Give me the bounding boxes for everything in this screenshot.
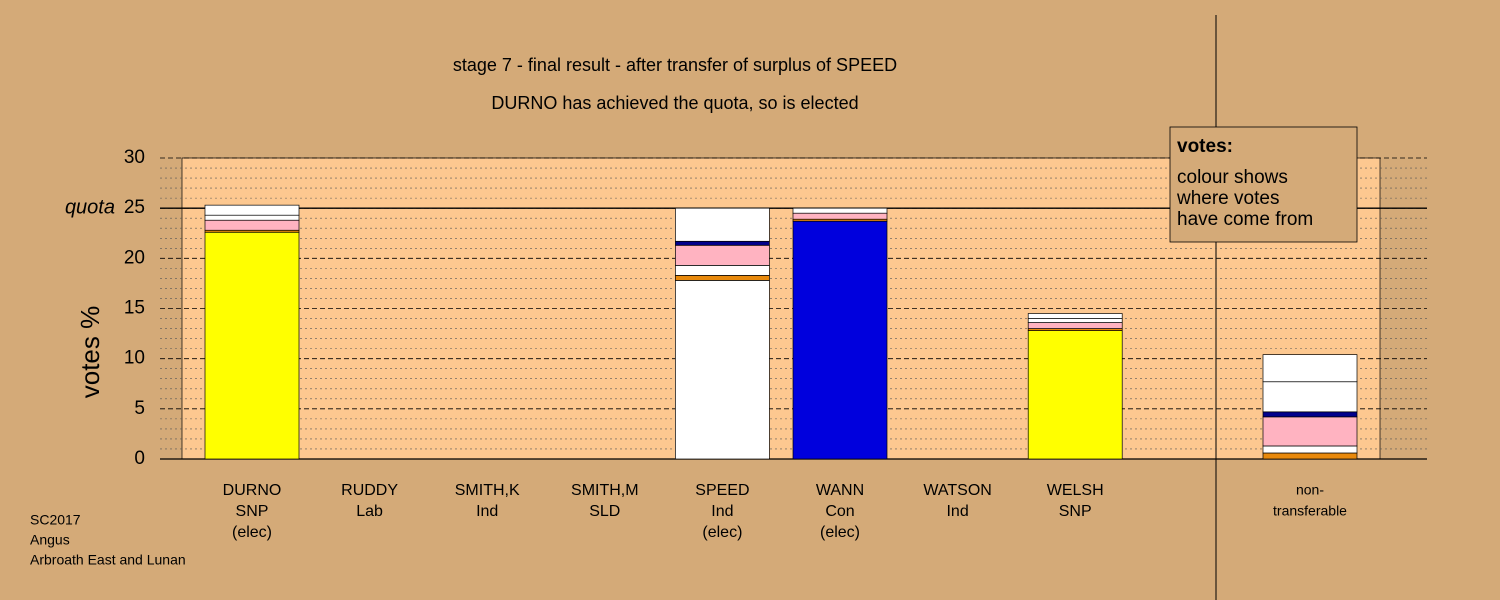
y-tick-label: 10	[124, 348, 145, 369]
x-tick-label: SPEED	[695, 482, 749, 499]
x-tick-label: transferable	[1273, 503, 1347, 519]
bar-segment	[792, 207, 888, 214]
bar-segment	[792, 212, 888, 220]
y-tick-label: 30	[124, 147, 145, 168]
x-tick-label: SNP	[1059, 503, 1092, 520]
legend-text: where votes	[1176, 188, 1279, 209]
y-axis-label: votes %	[75, 306, 105, 399]
x-tick-label: Con	[825, 503, 854, 520]
bar-segment	[1027, 313, 1123, 319]
legend-box	[1169, 126, 1358, 243]
chart-title: stage 7 - final result - after transfer …	[453, 55, 897, 75]
y-tick-label: 20	[124, 247, 145, 268]
x-tick-label: SNP	[236, 503, 269, 520]
y-tick-label: 15	[124, 298, 145, 319]
footer: Angus	[30, 532, 70, 548]
bar-segment	[204, 231, 300, 460]
bar-segment	[1027, 330, 1123, 460]
x-tick-label: (elec)	[232, 524, 272, 541]
x-tick-label: non-	[1296, 482, 1324, 498]
bar-segment	[204, 214, 300, 221]
x-tick-label: WATSON	[923, 482, 991, 499]
x-tick-label: SLD	[589, 503, 620, 520]
bar-segment	[1262, 381, 1358, 413]
legend-title: votes:	[1177, 136, 1233, 157]
legend: votes: colour shows where votes have com…	[1169, 126, 1358, 243]
bar-segment	[204, 219, 300, 231]
x-tick-label: DURNO	[223, 482, 282, 499]
y-tick-label: 5	[134, 398, 145, 419]
legend-text: have come from	[1177, 209, 1313, 230]
x-tick-label: WELSH	[1047, 482, 1104, 499]
legend-text: colour shows	[1177, 167, 1288, 188]
bar-segment	[675, 265, 770, 276]
bar-segment	[1262, 452, 1358, 460]
footer: SC2017	[30, 512, 81, 528]
x-tick-label: (elec)	[820, 524, 860, 541]
x-tick-label: Ind	[476, 503, 498, 520]
bar-segment	[204, 204, 300, 216]
bar-segment	[1262, 354, 1358, 383]
x-tick-label: (elec)	[702, 524, 742, 541]
x-tick-label: SMITH,M	[571, 482, 639, 499]
y-tick-label: 25	[124, 197, 145, 218]
bar-segment	[675, 207, 770, 242]
x-tick-label: Lab	[356, 503, 383, 520]
x-tick-label: Ind	[946, 503, 968, 520]
bar-segment	[792, 220, 888, 460]
bar-segment	[1027, 322, 1123, 329]
bar-segment	[1262, 445, 1358, 454]
x-tick-label: Ind	[711, 503, 733, 520]
bar-segment	[675, 244, 770, 266]
bar-segment	[1262, 416, 1358, 447]
bar-segment	[1262, 411, 1358, 418]
quota-label: quota	[65, 196, 115, 218]
y-tick-label: 0	[134, 448, 145, 469]
bar-segment	[675, 275, 770, 281]
chart-subtitle: DURNO has achieved the quota, so is elec…	[491, 93, 858, 113]
footer: Arbroath East and Lunan	[30, 552, 186, 568]
x-tick-label: RUDDY	[341, 482, 398, 499]
bar-segment	[1027, 318, 1123, 323]
x-tick-label: SMITH,K	[455, 482, 520, 499]
bar-segment	[675, 240, 770, 246]
bar-segment	[675, 280, 770, 460]
x-tick-label: WANN	[816, 482, 864, 499]
